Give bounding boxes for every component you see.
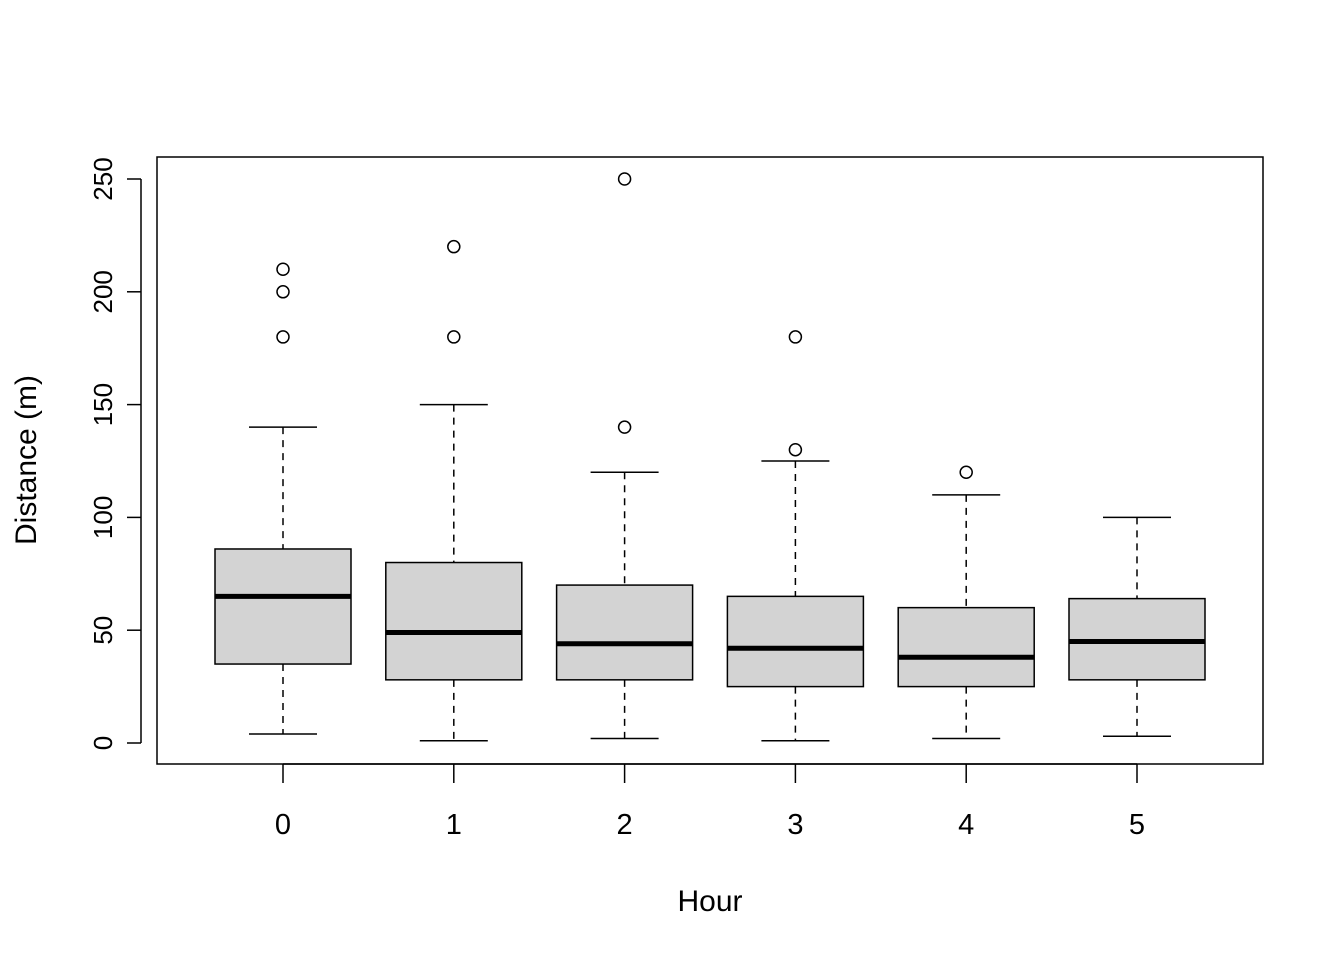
outlier-point (447, 330, 461, 344)
outlier-point (959, 465, 973, 480)
outlier-point (617, 172, 632, 186)
outlier-point (276, 262, 290, 276)
x-tick-label: 4 (958, 809, 974, 841)
box (385, 561, 523, 681)
y-tick-label: 100 (88, 496, 118, 539)
x-tick-label: 1 (446, 809, 462, 841)
x-axis-label: Hour (677, 885, 742, 918)
y-tick-label: 200 (88, 270, 118, 313)
y-tick-label: 250 (88, 157, 118, 200)
box (555, 584, 694, 681)
outlier-point (617, 420, 632, 434)
box (726, 595, 865, 688)
outlier-point (788, 330, 803, 344)
outlier-point (788, 442, 803, 457)
outlier-point (276, 330, 290, 344)
y-axis-label: Distance (m) (10, 375, 43, 545)
y-tick-label: 0 (88, 736, 118, 750)
outlier-point (447, 239, 461, 254)
box (214, 548, 352, 665)
x-tick-label: 2 (617, 809, 633, 841)
y-tick-label: 50 (88, 616, 118, 645)
outlier-point (276, 285, 290, 299)
box (897, 606, 1035, 688)
x-tick-label: 0 (275, 809, 291, 841)
x-tick-label: 5 (1129, 809, 1145, 841)
y-tick-label: 150 (88, 383, 118, 426)
x-tick-label: 3 (787, 809, 803, 841)
